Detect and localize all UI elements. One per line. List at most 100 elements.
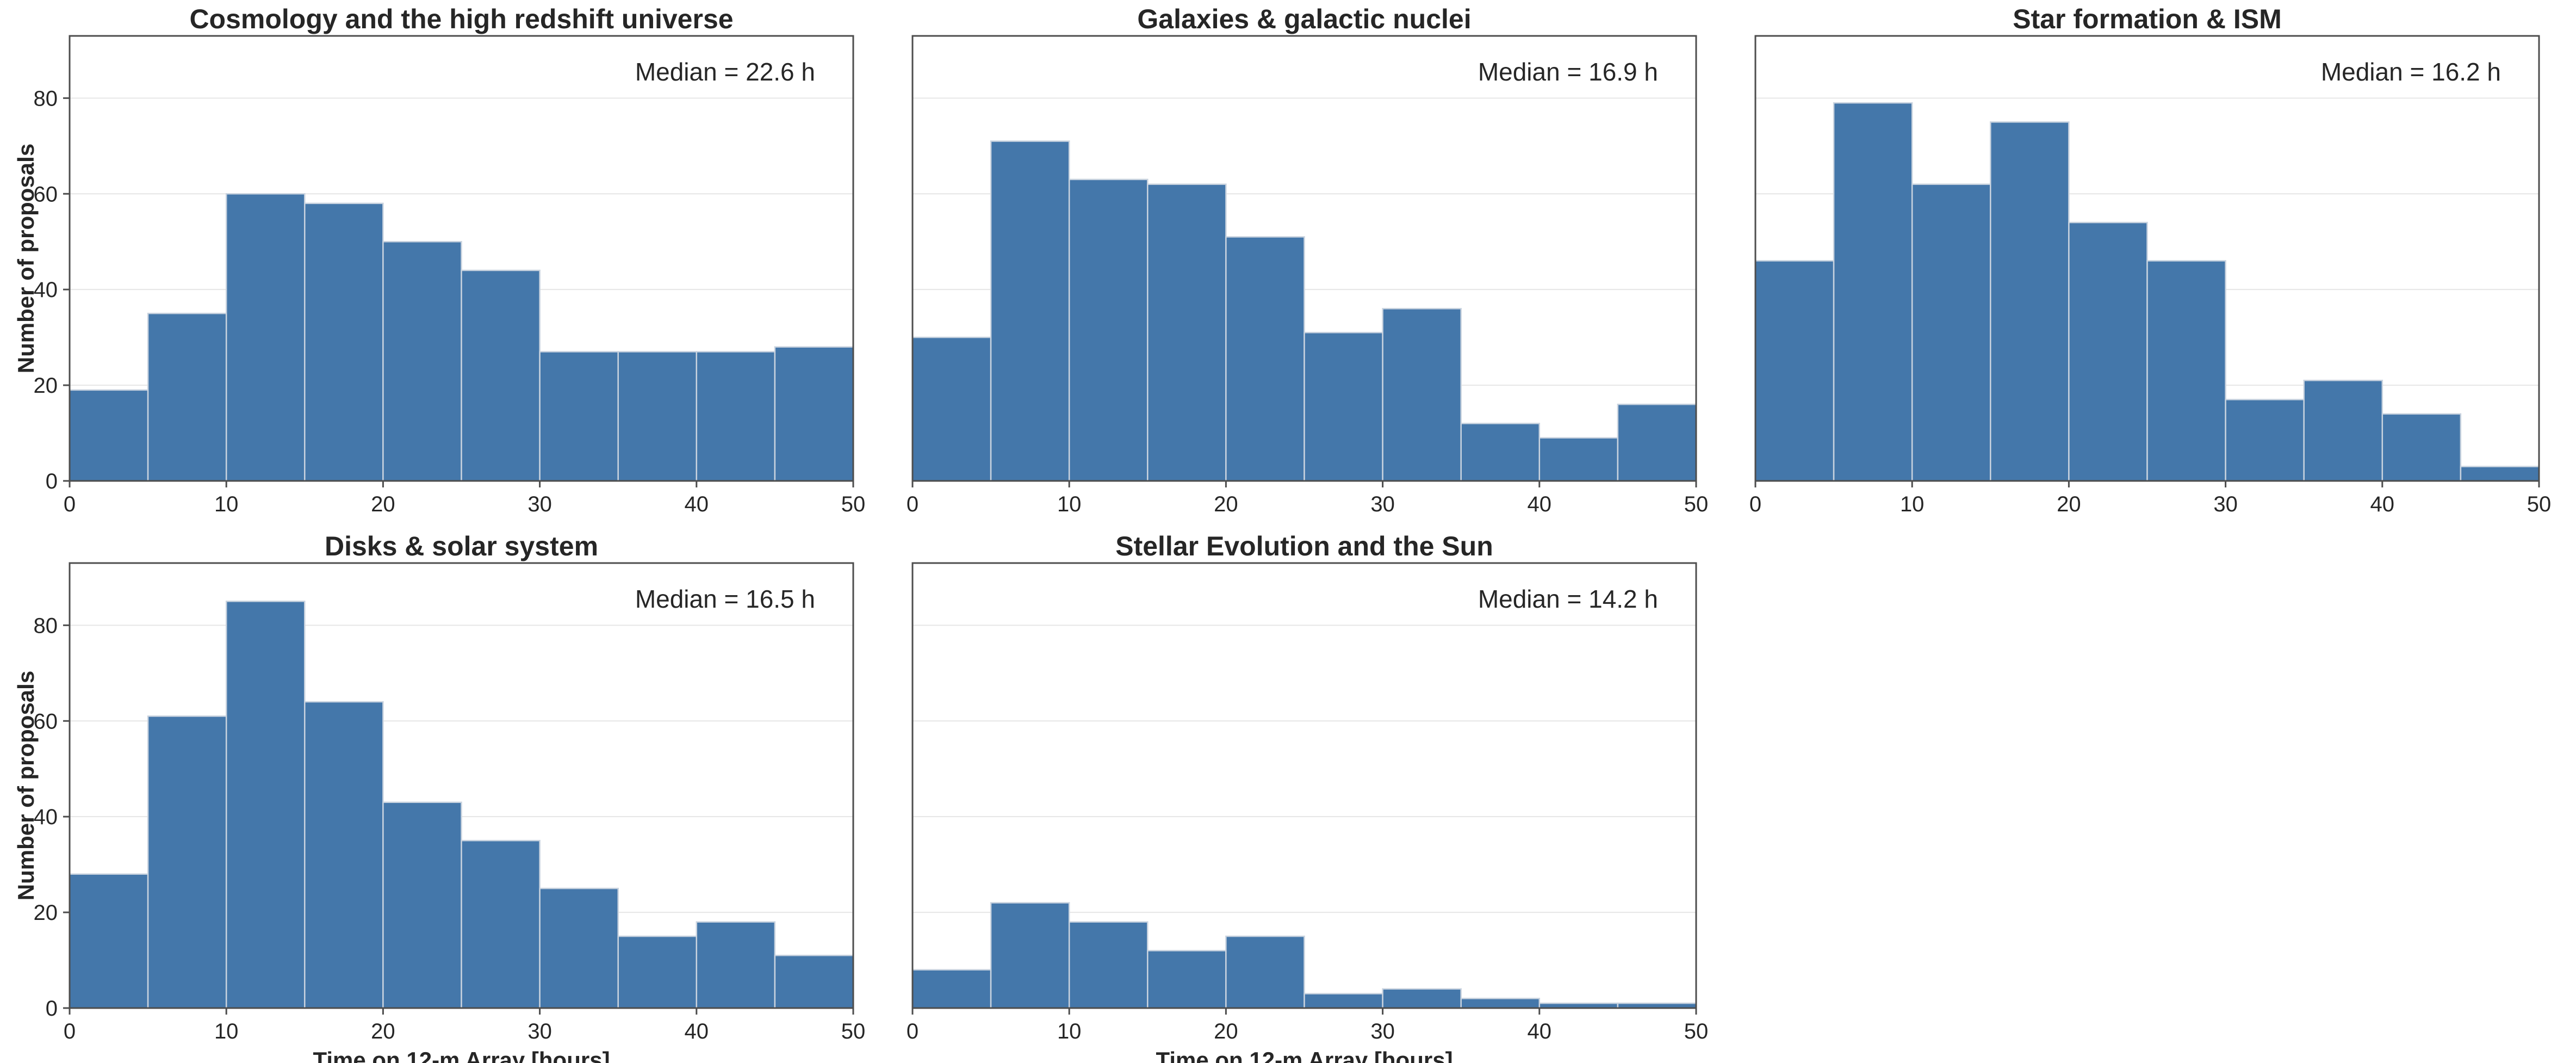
- panel-3-bar: [2460, 466, 2540, 482]
- panel-4-title: Disks & solar system: [325, 531, 598, 561]
- panel-1-ylabel: Number of proposals: [13, 144, 39, 373]
- panel-3-xtick-label: 30: [2213, 492, 2238, 516]
- panel-2-title: Galaxies & galactic nuclei: [1137, 4, 1471, 34]
- panel-1-title: Cosmology and the high redshift universe: [189, 4, 733, 34]
- panel-5-xlabel: Time on 12-m Array [hours]: [1156, 1047, 1453, 1063]
- panel-4-ytick-label: 20: [34, 901, 58, 925]
- panel-5-bar: [911, 969, 992, 1009]
- panel-3-xtick-label: 20: [2057, 492, 2081, 516]
- panel-5-bar: [990, 902, 1070, 1009]
- panel-4-ytick-label: 40: [34, 805, 58, 829]
- panel-2-bar: [1147, 183, 1227, 482]
- panel-4-bar: [696, 921, 776, 1009]
- panel-2-frame: [911, 35, 1697, 482]
- panel-5-xtick-label: 20: [1214, 1019, 1238, 1043]
- panel-grid: 0 10 20 30 40 50 0 20 40 60 80 Cosmology and the hi…: [13, 4, 2551, 1063]
- panel-2-median-label: Median = 16.9 h: [1478, 58, 1658, 86]
- panel-2-xtick-label: 30: [1370, 492, 1395, 516]
- panel-1-ytick-label: 20: [34, 374, 58, 398]
- panel-1-bar: [69, 389, 149, 482]
- panel-1-xtick-label: 50: [841, 492, 866, 516]
- panel-2-xtick-label: 10: [1057, 492, 1082, 516]
- panel-1-bar: [304, 202, 384, 482]
- panel-2-bar: [1225, 236, 1305, 482]
- panel-5-xtick-label: 10: [1057, 1019, 1082, 1043]
- panel-5: 0 10 20 30 40 50 Stellar Evolution and the Sun…: [907, 531, 1708, 1063]
- panel-4-median-label: Median = 16.5 h: [635, 585, 815, 613]
- panel-4-xtick-label: 30: [527, 1019, 552, 1043]
- panel-4-bar: [539, 887, 619, 1009]
- panel-3-bar: [2381, 413, 2462, 482]
- panel-4-xtick-label: 20: [371, 1019, 395, 1043]
- panel-2-bar: [1068, 178, 1149, 482]
- panel-4-xtick-label: 40: [685, 1019, 709, 1043]
- panel-4-bar: [461, 839, 541, 1009]
- panel-3-frame: [1754, 35, 2540, 482]
- panel-4-xtick-label: 10: [214, 1019, 239, 1043]
- panel-1-bar: [225, 193, 306, 482]
- panel-1-xtick-label: 10: [214, 492, 239, 516]
- panel-5-frame: [911, 562, 1697, 1009]
- panel-2-xtick-label: 20: [1214, 492, 1238, 516]
- panel-3-bar: [2303, 380, 2383, 482]
- panel-1-bar: [617, 351, 698, 482]
- panel-1-xtick-label: 20: [371, 492, 395, 516]
- panel-5-bar: [1460, 998, 1541, 1009]
- panel-4-ytick-label: 60: [34, 709, 58, 733]
- panel-3-bar: [1833, 102, 1913, 482]
- panel-1-ytick-label: 60: [34, 182, 58, 206]
- panel-4-bar: [69, 873, 149, 1009]
- panel-5-bar: [1225, 935, 1305, 1009]
- panel-4-bar: [382, 801, 462, 1009]
- panel-1-bar: [382, 240, 462, 482]
- panel-2-bar: [1382, 308, 1462, 482]
- panel-3-bar: [1911, 183, 1991, 482]
- panel-2-bar: [1538, 437, 1619, 482]
- panel-4-bar: [304, 701, 384, 1009]
- panel-1-frame: [69, 35, 854, 482]
- panel-4-bar: [774, 954, 854, 1009]
- panel-5-xtick-label: 30: [1370, 1019, 1395, 1043]
- panel-5-xtick-label: 50: [1684, 1019, 1709, 1043]
- panel-3-bar: [1754, 260, 1835, 482]
- panel-4-bar: [147, 715, 227, 1009]
- panel-2: 0 10 20 30 40 50 Galaxies & galactic nucleiMed…: [907, 4, 1708, 516]
- panel-2-bar: [990, 140, 1070, 482]
- panel-3-xtick-label: 0: [1749, 492, 1761, 516]
- panel-1-xtick-label: 40: [685, 492, 709, 516]
- panel-4-bar: [225, 601, 306, 1009]
- panel-3-xtick-label: 50: [2527, 492, 2552, 516]
- panel-2-bar: [911, 336, 992, 482]
- panel-5-title: Stellar Evolution and the Sun: [1115, 531, 1493, 561]
- panel-3-bar: [2068, 221, 2148, 482]
- panel-1-ytick-label: 40: [34, 278, 58, 302]
- panel-1-bar: [461, 269, 541, 482]
- panel-2-xtick-label: 50: [1684, 492, 1709, 516]
- panel-1-xtick-label: 0: [64, 492, 76, 516]
- panel-3-xtick-label: 40: [2370, 492, 2395, 516]
- panel-5-bar: [1382, 988, 1462, 1009]
- panel-1: 0 10 20 30 40 50 0 20 40 60 80 Cosmology and the hi…: [13, 4, 865, 516]
- panel-3-bar: [2146, 260, 2226, 482]
- panel-4-xlabel: Time on 12-m Array [hours]: [313, 1047, 610, 1063]
- panel-4: 0 10 20 30 40 50 0 20 40 60 80 Disks & solar system…: [13, 531, 865, 1063]
- panel-4-ytick-label: 0: [46, 997, 58, 1021]
- panel-1-ytick-label: 0: [46, 469, 58, 493]
- panel-4-ylabel: Number of proposals: [13, 671, 39, 900]
- panel-1-ytick-label: 80: [34, 86, 58, 110]
- panel-4-bar: [617, 935, 698, 1009]
- panel-3-bar: [2225, 399, 2305, 482]
- panel-2-xtick-label: 40: [1528, 492, 1552, 516]
- panel-3-xtick-label: 10: [1900, 492, 1925, 516]
- panel-1-bar: [147, 312, 227, 482]
- panel-5-xtick-label: 0: [907, 1019, 918, 1043]
- panel-5-median-label: Median = 14.2 h: [1478, 585, 1658, 613]
- panel-1-bar: [696, 351, 776, 482]
- panel-4-ytick-label: 80: [34, 614, 58, 638]
- panel-1-xtick-label: 30: [527, 492, 552, 516]
- panel-3-bar: [1990, 121, 2070, 482]
- panel-2-bar: [1617, 404, 1697, 482]
- panel-2-bar: [1303, 332, 1383, 482]
- panel-3-median-label: Median = 16.2 h: [2321, 58, 2501, 86]
